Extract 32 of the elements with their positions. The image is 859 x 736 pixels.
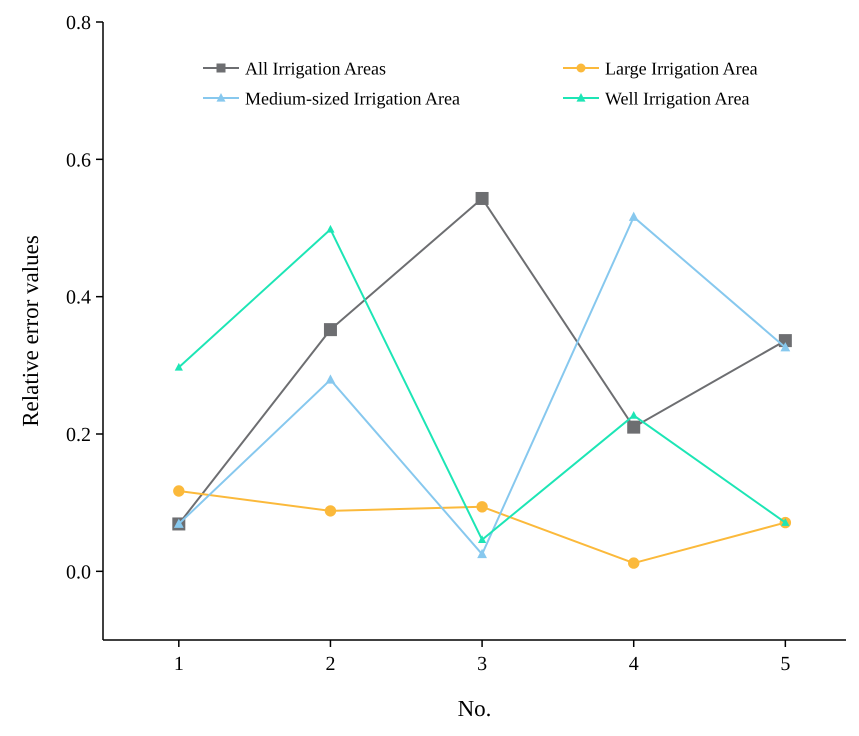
point <box>173 485 185 497</box>
point <box>476 501 488 512</box>
y-tick-label: 0.6 <box>66 149 91 172</box>
point <box>780 342 790 352</box>
point <box>630 410 638 419</box>
x-tick-label: 5 <box>780 653 790 675</box>
point <box>326 224 335 233</box>
point <box>174 362 183 371</box>
point <box>477 548 487 558</box>
x-tick-label: 1 <box>174 653 184 675</box>
x-axis-title: No. <box>458 696 492 721</box>
legend-label: All Irrigation Areas <box>245 58 386 78</box>
x-tick-label: 2 <box>325 653 336 675</box>
point <box>174 518 184 528</box>
point <box>628 212 639 221</box>
legend-label: Medium-sized Irrigation Area <box>245 88 460 108</box>
y-tick-label: 0.0 <box>66 561 91 584</box>
x-tick-label: 4 <box>628 653 639 675</box>
point <box>324 323 337 336</box>
legend-label: Well Irrigation Area <box>605 88 750 108</box>
point <box>627 420 640 434</box>
y-tick-label: 0.8 <box>66 12 91 34</box>
point <box>476 192 489 205</box>
point <box>478 535 486 544</box>
x-tick-label: 3 <box>477 653 488 675</box>
point <box>324 505 336 517</box>
legend-label: Large Irrigation Area <box>605 58 758 78</box>
point <box>628 557 640 569</box>
y-tick-label: 0.2 <box>66 424 91 446</box>
y-tick-label: 0.4 <box>66 286 91 309</box>
point <box>326 374 336 384</box>
y-axis-title: Relative error values <box>18 235 43 427</box>
